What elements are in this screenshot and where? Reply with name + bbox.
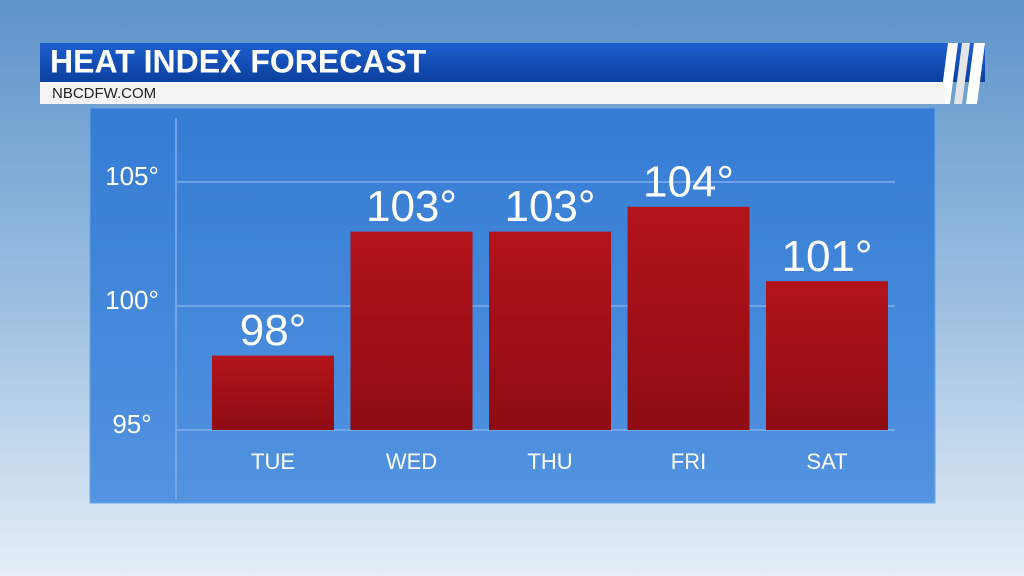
x-tick-label: WED <box>386 449 437 474</box>
value-label: 104° <box>643 157 734 206</box>
x-tick-label: SAT <box>806 449 847 474</box>
x-tick-label: THU <box>527 449 572 474</box>
value-label: 103° <box>366 182 457 231</box>
bar <box>627 206 750 430</box>
bar <box>489 231 611 430</box>
chart-title: HEAT INDEX FORECAST <box>50 43 427 79</box>
bar <box>766 281 888 430</box>
value-label: 103° <box>504 182 595 231</box>
value-label: 98° <box>240 306 307 355</box>
bar <box>212 355 334 430</box>
y-tick-label: 105° <box>105 161 159 191</box>
value-label: 101° <box>781 232 872 281</box>
bar <box>350 231 473 430</box>
x-tick-label: TUE <box>251 449 295 474</box>
y-tick-label: 100° <box>105 285 159 315</box>
y-tick-label: 95° <box>112 409 151 439</box>
x-tick-label: FRI <box>671 449 706 474</box>
subtitle-bar <box>40 82 945 104</box>
title-bar <box>40 43 985 82</box>
chart-subtitle: NBCDFW.COM <box>52 85 156 102</box>
